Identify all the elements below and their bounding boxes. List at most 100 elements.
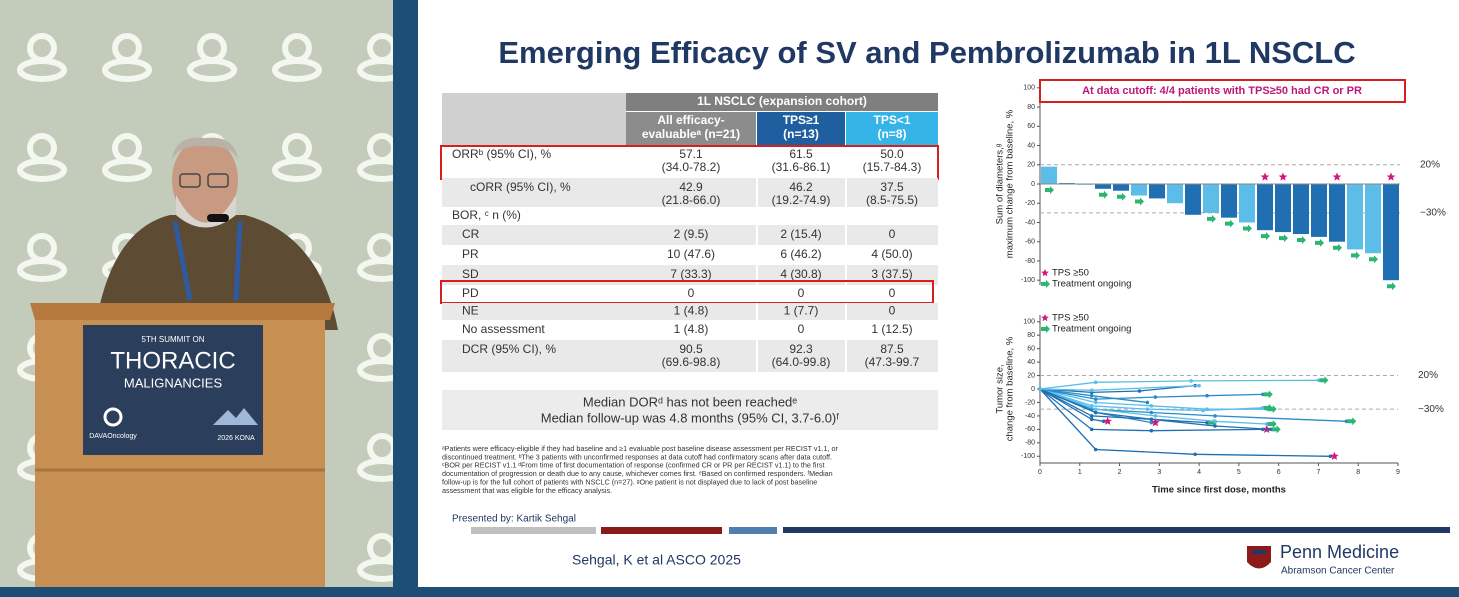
series-point — [1205, 420, 1209, 425]
series-point — [1213, 424, 1217, 428]
tps50-marker — [1330, 451, 1339, 460]
table-cell: 37.5 — [880, 180, 904, 194]
bar — [1149, 184, 1165, 199]
podium-top — [30, 303, 335, 320]
ongoing-marker — [1243, 224, 1252, 233]
series-point — [1149, 410, 1154, 415]
table-row — [442, 285, 938, 303]
reference-label: 20% — [1420, 159, 1440, 170]
head — [172, 138, 238, 222]
glasses — [207, 173, 229, 188]
y-tick-label: -100 — [1021, 277, 1035, 284]
ongoing-marker — [1207, 214, 1216, 223]
ongoing-marker — [1387, 282, 1396, 291]
table-cell: (8.5-75.5) — [866, 193, 918, 207]
series-point — [1153, 414, 1158, 418]
series-point — [1145, 400, 1150, 405]
series-point — [1038, 387, 1042, 391]
table-cell: 7 (33.3) — [670, 267, 711, 281]
y-tick-label: -80 — [1025, 440, 1035, 447]
series-point — [1093, 407, 1098, 411]
podium-edition: 5TH SUMMIT ON — [142, 335, 205, 344]
color-bar — [783, 527, 1450, 533]
bar — [1131, 184, 1147, 196]
y-tick-label: 0 — [1031, 386, 1035, 393]
annotation: At data cutoff: 4/4 patients with TPS≥50… — [1082, 85, 1362, 97]
column-header: (n=8) — [877, 127, 906, 141]
y-tick-label: -80 — [1025, 258, 1035, 265]
series-point — [1149, 428, 1154, 433]
series-point — [1316, 378, 1321, 383]
series-point — [1201, 408, 1205, 413]
group-header: 1L NSCLC (expansion cohort) — [697, 94, 867, 108]
x-tick-label: 2 — [1118, 469, 1122, 476]
bar — [1113, 184, 1129, 191]
microphone — [207, 214, 229, 222]
table-cell: 1 (4.8) — [674, 304, 709, 318]
x-tick-label: 3 — [1157, 469, 1161, 476]
x-tick-label: 9 — [1396, 469, 1400, 476]
footnote: ᵃPatients were efficacy-eligible if they… — [442, 444, 839, 453]
y-tick-label: 40 — [1027, 142, 1035, 149]
series-point — [1344, 419, 1349, 424]
ongoing-marker — [1279, 234, 1288, 243]
y-axis-label: Tumor size, — [995, 364, 1006, 413]
table-cell: 57.1 — [679, 147, 703, 161]
table-cell: 87.5 — [880, 342, 904, 356]
table-cell: 0 — [688, 286, 695, 300]
header-cell — [626, 112, 756, 145]
series-point — [1197, 383, 1201, 388]
penn-shield — [1247, 546, 1271, 569]
series-point — [1093, 397, 1098, 401]
y-tick-label: 60 — [1027, 123, 1035, 130]
y-tick-label: 80 — [1027, 332, 1035, 339]
table-row — [442, 178, 938, 207]
ongoing-marker — [1261, 232, 1270, 241]
color-bar — [471, 527, 596, 534]
table-cell: (15.7-84.3) — [863, 160, 922, 174]
ongoing-marker — [1267, 419, 1277, 428]
bar — [1347, 184, 1363, 250]
ongoing-marker — [1347, 417, 1357, 426]
x-tick-label: 8 — [1356, 469, 1360, 476]
series-line — [1039, 388, 1331, 457]
logo-subtitle: Abramson Cancer Center — [1281, 566, 1395, 577]
table-row — [442, 320, 938, 340]
y-tick-label: -20 — [1025, 200, 1035, 207]
series-point — [1260, 392, 1265, 397]
header-cell — [626, 93, 938, 111]
lanyard — [233, 221, 243, 301]
results-table: 1L NSCLC (expansion cohort) All efficacy… — [440, 93, 939, 372]
x-tick-label: 4 — [1197, 469, 1201, 476]
slide-title: Emerging Efficacy of SV and Pembrolizuma… — [498, 35, 1355, 70]
table-cell: (19.2-74.9) — [772, 193, 831, 207]
ongoing-marker — [1297, 236, 1306, 245]
x-tick-label: 0 — [1038, 469, 1042, 476]
ongoing-marker — [1225, 219, 1234, 228]
footnote: discontinued treatment. ᵇThe 3 patients … — [442, 452, 832, 461]
y-tick-label: -40 — [1025, 219, 1035, 226]
y-tick-label: 100 — [1023, 319, 1035, 326]
series-point — [1268, 427, 1273, 432]
y-tick-label: -100 — [1021, 453, 1035, 460]
color-bar — [601, 527, 722, 534]
table-cell: 0 — [889, 227, 896, 241]
annotation-box — [1039, 79, 1406, 103]
column-header: TPS≥1 — [783, 113, 820, 127]
table-row — [442, 225, 938, 245]
series-point — [1189, 379, 1193, 383]
dor-note: Median DORᵈ has not been reachedᵉ — [583, 394, 797, 409]
footnote: follow-up is for the full cohort of pati… — [442, 478, 817, 487]
podium-title: THORACIC — [110, 347, 235, 374]
waterfall-chart: -100 -80 -60 -40 -20 0 20 40 60 80 100 20% −30% Sum o… — [995, 79, 1446, 291]
y-axis-label: maximum change from baseline, % — [1005, 109, 1016, 258]
legend-symbol — [1041, 314, 1049, 322]
podium-subtitle: MALIGNANCIES — [124, 375, 223, 390]
table-row — [442, 340, 938, 372]
row-label: BOR, ᶜ n (%) — [452, 208, 521, 222]
table-cell: 1 (7.7) — [784, 304, 819, 318]
y-tick-label: -60 — [1025, 239, 1035, 246]
presenter: Presented by: Kartik Sehgal — [452, 514, 576, 525]
